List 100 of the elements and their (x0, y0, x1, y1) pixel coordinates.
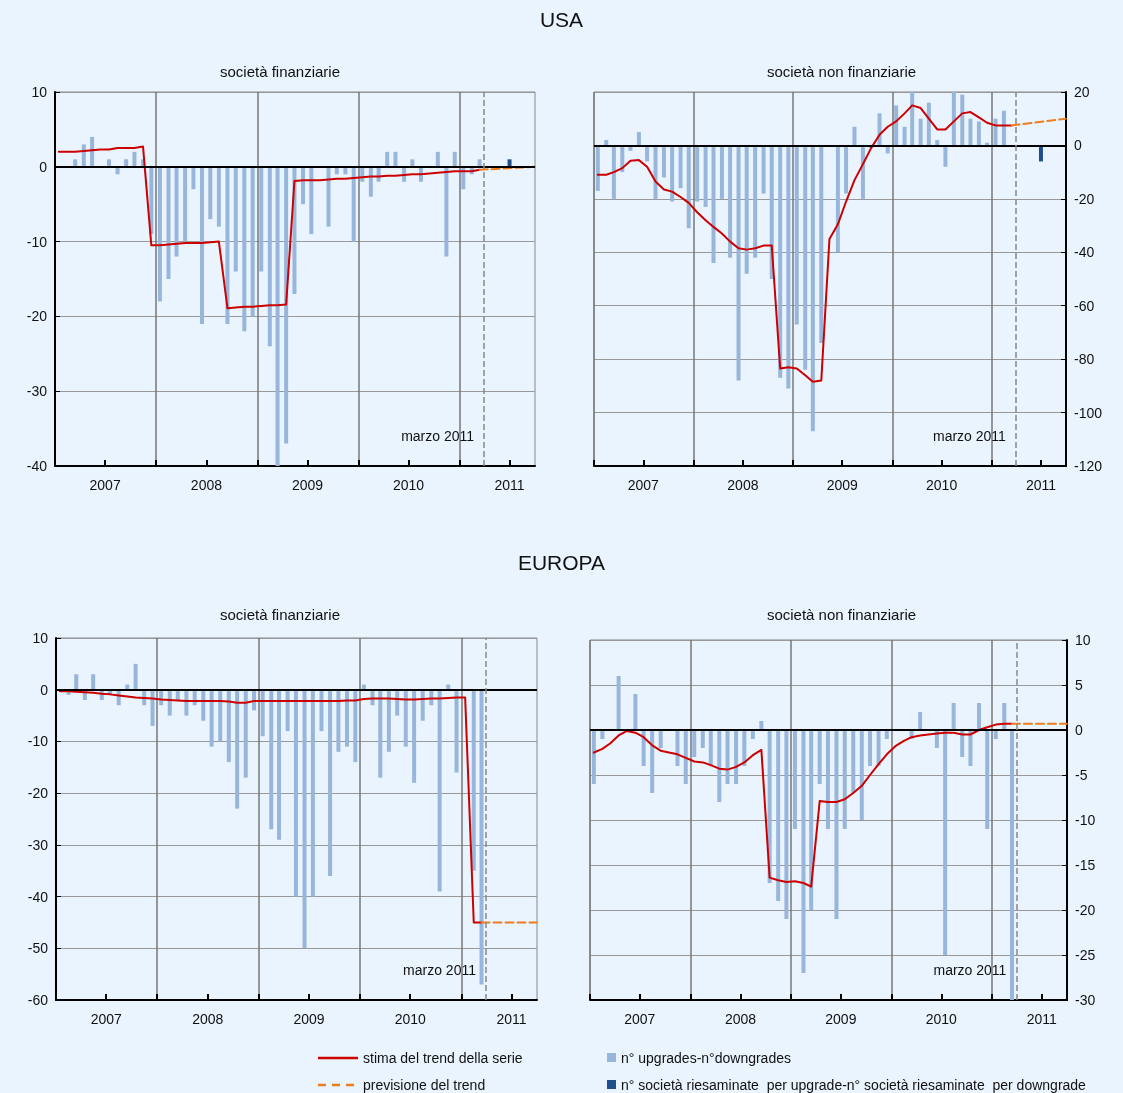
bar (310, 689, 315, 897)
bar (761, 145, 766, 194)
bar (199, 166, 204, 324)
bar (393, 151, 398, 167)
bar (675, 730, 680, 766)
bar (284, 166, 289, 444)
bar (943, 730, 948, 955)
bar (692, 730, 697, 757)
bar (277, 689, 282, 840)
bar (454, 689, 459, 773)
bar (910, 92, 915, 146)
y-tick-label: -25 (1075, 947, 1096, 963)
y-tick-label: 20 (1074, 84, 1090, 100)
bar (819, 145, 824, 344)
y-tick-label: -100 (1074, 404, 1103, 421)
bar (810, 145, 815, 432)
y-tick-label: -50 (27, 940, 49, 957)
bar (591, 730, 596, 784)
y-tick-label: 0 (1075, 722, 1083, 738)
bar (269, 689, 274, 830)
y-tick-label: 10 (31, 84, 48, 100)
bar (918, 712, 923, 730)
bar (868, 730, 873, 766)
bar (859, 730, 864, 820)
y-tick-label: -15 (1075, 857, 1096, 873)
bar (479, 689, 484, 985)
bar (378, 689, 383, 778)
bar (985, 730, 990, 829)
bar (319, 689, 324, 732)
line-series (57, 145, 481, 310)
chart-title: società finanziarie (219, 63, 341, 80)
x-tick-label: 2010 (926, 477, 958, 493)
bar (174, 166, 179, 257)
x-tick-label: 2008 (727, 477, 759, 493)
bar (661, 145, 666, 178)
bar (132, 151, 137, 167)
bar (226, 689, 231, 763)
bar (250, 166, 255, 317)
bar (678, 145, 683, 189)
y-tick-label: 0 (39, 158, 48, 175)
y-tick-label: -40 (1074, 244, 1095, 261)
bar (259, 166, 264, 272)
bar (736, 145, 741, 381)
bar (719, 145, 724, 199)
bar (452, 151, 457, 167)
y-tick-label: 5 (1075, 677, 1083, 693)
bar (951, 92, 956, 146)
line-series (58, 690, 483, 924)
y-tick-label: -20 (1074, 190, 1095, 207)
x-tick-label: 2010 (925, 1011, 958, 1027)
bar (301, 166, 306, 205)
bar (636, 132, 641, 146)
x-tick-label: 2007 (89, 477, 121, 493)
y-tick-label: -20 (1075, 902, 1096, 918)
y-tick-label: 10 (32, 630, 49, 646)
bar (801, 730, 806, 973)
bar (309, 166, 314, 235)
bar (611, 145, 616, 199)
bar (157, 166, 162, 302)
line-series (592, 722, 1013, 888)
bar (976, 703, 981, 730)
x-tick-label: 2010 (392, 477, 425, 493)
bar (968, 730, 973, 766)
bar (403, 689, 408, 747)
y-tick-label: -10 (27, 733, 49, 750)
chart-title: società finanziarie (219, 606, 341, 623)
bar (902, 126, 907, 146)
bar (695, 145, 700, 202)
bar (825, 730, 830, 829)
legend-label: n° società riesaminate per upgrade-n° società riesaminate per downgrade (621, 1076, 1086, 1093)
bar (336, 689, 341, 752)
bar (700, 730, 705, 748)
line-series (596, 104, 1013, 383)
bar (471, 689, 476, 871)
bar (191, 166, 196, 190)
x-tick-label: 2009 (293, 1011, 325, 1027)
y-tick-label: -40 (27, 888, 49, 905)
bar (926, 102, 931, 146)
y-tick-label: -80 (1074, 351, 1095, 368)
chart-title: società non finanziarie (766, 606, 917, 623)
bar (595, 145, 600, 191)
bar (353, 689, 358, 763)
y-tick-label: -60 (1074, 297, 1095, 314)
bar (326, 166, 331, 227)
bar (943, 145, 948, 167)
y-tick-label: -30 (26, 383, 48, 400)
x-tick-label: 2009 (825, 1011, 857, 1027)
x-tick-label: 2008 (190, 477, 223, 493)
bar (150, 689, 155, 726)
bar (767, 730, 772, 883)
bar (860, 145, 865, 199)
bar (183, 166, 188, 242)
bar (90, 136, 95, 167)
bar (711, 145, 716, 263)
bar (658, 730, 663, 748)
bar (744, 145, 749, 274)
bar (834, 730, 839, 919)
bar (444, 166, 449, 257)
bar (778, 145, 783, 378)
bar (976, 121, 981, 146)
